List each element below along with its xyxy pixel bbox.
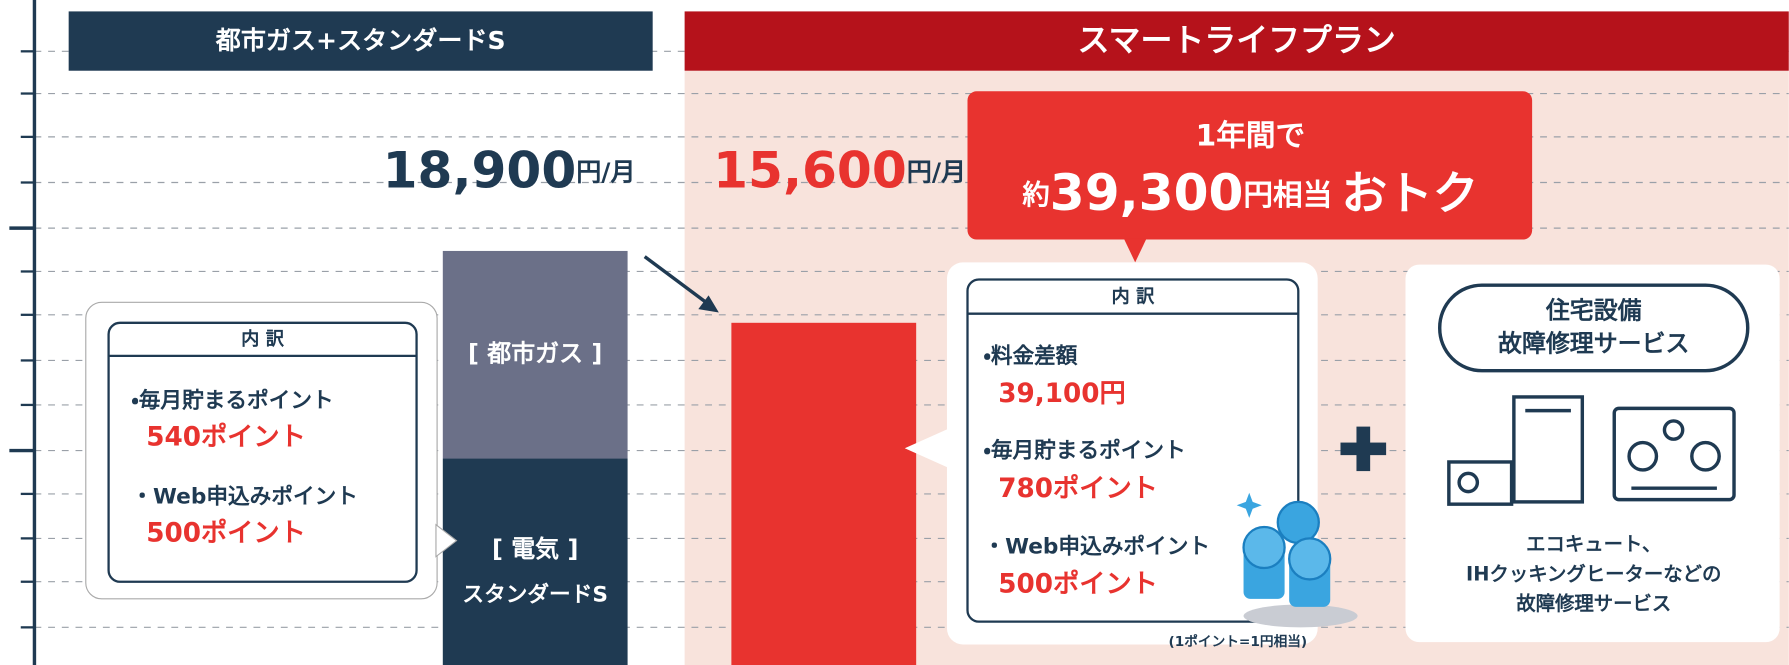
right-title: スマートライフプラン — [1078, 21, 1396, 59]
body: 都市ガス+スタンダードS スマートライフプラン 18,900円/月 15,600… — [0, 0, 1789, 665]
breakdown-value: 780ポイント — [998, 473, 1158, 504]
breakdown-label: ・料金差額 — [983, 343, 1077, 369]
breakdown-value: 39,100円 — [998, 379, 1125, 409]
callout-suffix: 円相当 — [1243, 177, 1332, 212]
breakdown-heading: 内 訳 — [241, 328, 285, 350]
breakdown-label: ・Web申込みポイント — [983, 534, 1210, 560]
service-description: IHクッキングヒーターなどの — [1466, 562, 1721, 585]
breakdown-value: 540ポイント — [146, 422, 306, 453]
electric-label: スタンダードS — [462, 581, 608, 607]
coin — [1244, 527, 1285, 568]
breakdown-label: ・Web申込みポイント — [131, 483, 358, 509]
breakdown-label: ・毎月貯まるポイント — [983, 438, 1185, 464]
coin — [1278, 502, 1319, 543]
price-unit: 円/月 — [576, 157, 635, 186]
electric-label: [ 電気 ] — [492, 535, 578, 563]
coin — [1289, 538, 1330, 579]
service-description: エコキュート、 — [1526, 533, 1661, 556]
breakdown-label: ・毎月貯まるポイント — [131, 388, 333, 414]
service-description: 故障修理サービス — [1516, 592, 1671, 615]
coin-shadow — [1244, 605, 1358, 628]
callout-emphasis: おトク — [1341, 167, 1478, 220]
breakdown-heading: 内 訳 — [1111, 286, 1155, 308]
page: スマートライフプラン {"left_plan":{"title":"都市ガス+ス… — [0, 0, 1789, 665]
left-price: 18,900円/月 — [383, 140, 636, 199]
plus-sign — [1356, 427, 1370, 471]
price-amount: 18,900 — [383, 140, 577, 199]
note: (1ポイント=1円相当) — [1168, 633, 1307, 650]
service-title: 故障修理サービス — [1498, 329, 1690, 357]
infographic: 都市ガス+スタンダードS スマートライフプラン 18,900円/月 15,600… — [0, 0, 1789, 665]
breakdown-value: 500ポイント — [146, 517, 306, 548]
callout-amount: 39,300 — [1050, 163, 1244, 222]
left-title: 都市ガス+スタンダードS — [215, 26, 506, 55]
price-amount: 15,600 — [713, 140, 907, 199]
price-unit: 円/月 — [907, 157, 966, 186]
smart-bar — [731, 323, 916, 665]
callout-line1: 1年間で — [1196, 117, 1306, 152]
service-title: 住宅設備 — [1545, 296, 1642, 324]
breakdown-value: 500ポイント — [998, 569, 1158, 600]
callout-prefix: 約 — [1021, 180, 1049, 211]
gas-label: [ 都市ガス ] — [468, 340, 602, 368]
